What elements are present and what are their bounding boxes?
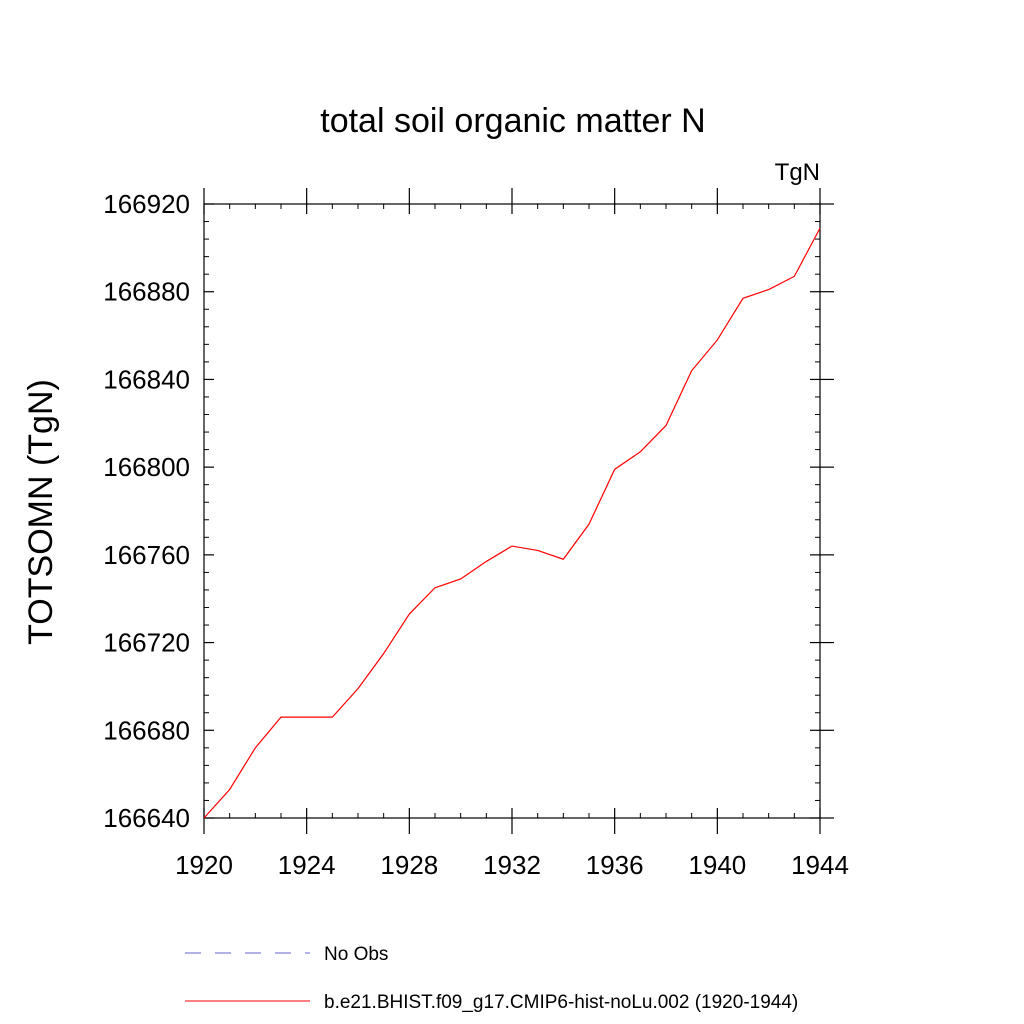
y-tick-label: 166640 xyxy=(103,803,190,833)
y-tick-label: 166680 xyxy=(103,715,190,745)
y-tick-label: 166720 xyxy=(103,628,190,658)
y-tick-label: 166800 xyxy=(103,452,190,482)
plot-axes: 1920 1924 1928 1932 1936 1940 1944 166640 166680… xyxy=(103,188,849,880)
y-tick-label: 166880 xyxy=(103,277,190,307)
x-tick-label: 1936 xyxy=(586,850,644,880)
chart-title: total soil organic matter N xyxy=(320,102,706,140)
series-layer xyxy=(203,227,821,819)
series-line-0 xyxy=(203,227,821,819)
units-label: TgN xyxy=(775,159,820,186)
x-tick-label: 1920 xyxy=(175,850,233,880)
y-tick-label: 166920 xyxy=(103,189,190,219)
x-tick-label: 1944 xyxy=(791,850,849,880)
legend-label-no-obs: No Obs xyxy=(324,944,388,965)
x-tick-label: 1940 xyxy=(688,850,746,880)
x-tick-label: 1928 xyxy=(380,850,438,880)
plot-frame xyxy=(203,203,821,819)
legend: No Obs b.e21.BHIST.f09_g17.CMIP6-hist-no… xyxy=(185,944,798,1013)
x-tick-label: 1924 xyxy=(278,850,336,880)
x-tick-label: 1932 xyxy=(483,850,541,880)
y-tick-label: 166840 xyxy=(103,364,190,394)
y-tick-label: 166760 xyxy=(103,540,190,570)
legend-label-model-run: b.e21.BHIST.f09_g17.CMIP6-hist-noLu.002 … xyxy=(324,992,798,1013)
y-axis-label: TOTSOMN (TgN) xyxy=(22,379,60,645)
